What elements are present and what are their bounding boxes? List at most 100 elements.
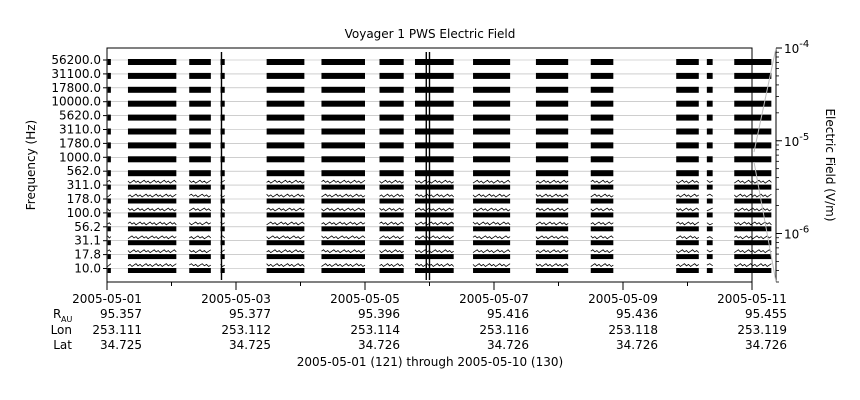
data-bar bbox=[590, 156, 614, 163]
data-bar bbox=[535, 114, 569, 121]
data-bar bbox=[706, 184, 713, 190]
data-bar bbox=[676, 86, 699, 93]
data-bar bbox=[220, 156, 225, 163]
noise-trace bbox=[472, 179, 511, 184]
colorbar-tick-label: 10-4 bbox=[784, 39, 809, 56]
data-bar bbox=[220, 170, 225, 177]
ephem-value-lon: 253.114 bbox=[350, 323, 400, 337]
data-bar bbox=[473, 100, 511, 107]
ephem-r-sublabel: AU bbox=[61, 315, 72, 324]
ephem-value-lat: 34.725 bbox=[229, 338, 271, 352]
data-bar bbox=[107, 59, 111, 65]
data-bar bbox=[676, 156, 699, 163]
ephem-value-lat: 34.726 bbox=[487, 338, 529, 352]
data-bar bbox=[189, 212, 211, 218]
data-bar bbox=[734, 184, 772, 190]
noise-trace bbox=[590, 193, 614, 198]
ephemeris-values: 95.357 95.377 95.396 95.416 95.436 95.455 253.… bbox=[92, 307, 787, 352]
noise-trace bbox=[321, 221, 366, 226]
data-bar bbox=[107, 198, 111, 204]
data-bar bbox=[473, 114, 511, 121]
ephem-value-r_au: 95.455 bbox=[745, 307, 787, 321]
noise-trace bbox=[675, 263, 700, 268]
data-bar bbox=[473, 212, 511, 218]
noise-trace bbox=[266, 193, 305, 198]
noise-trace bbox=[379, 235, 404, 240]
ephem-lat-label: Lat bbox=[53, 338, 72, 352]
noise-trace bbox=[472, 263, 511, 268]
data-bar bbox=[473, 170, 511, 177]
ephem-r-label: R bbox=[53, 307, 61, 321]
data-bar bbox=[379, 72, 404, 79]
noise-trace bbox=[535, 263, 569, 268]
colorbar-connector-top bbox=[753, 47, 777, 153]
data-bar bbox=[590, 59, 614, 65]
data-bar bbox=[379, 156, 404, 163]
data-bar bbox=[706, 72, 713, 79]
ephem-value-lat: 34.725 bbox=[100, 338, 142, 352]
data-bar bbox=[414, 86, 454, 93]
noise-trace bbox=[107, 179, 112, 183]
data-bar bbox=[590, 240, 614, 246]
y-tick-label: 1780.0 bbox=[59, 136, 101, 150]
noise-trace bbox=[414, 221, 454, 226]
y-tick-label: 311.0 bbox=[67, 178, 101, 192]
data-bar bbox=[107, 142, 111, 149]
data-bar bbox=[107, 114, 111, 121]
noise-trace bbox=[675, 207, 700, 212]
data-bar bbox=[127, 128, 177, 135]
noise-trace bbox=[535, 221, 569, 226]
data-bar bbox=[127, 254, 177, 260]
noise-trace bbox=[379, 179, 404, 184]
noise-trace bbox=[107, 193, 112, 198]
data-bar bbox=[266, 142, 305, 149]
data-bar bbox=[676, 268, 699, 273]
noise-trace bbox=[266, 263, 305, 268]
data-bar bbox=[706, 59, 713, 65]
data-bar bbox=[706, 240, 713, 246]
data-bar bbox=[590, 86, 614, 93]
data-bar bbox=[706, 100, 713, 107]
data-bar bbox=[535, 142, 569, 149]
noise-trace bbox=[675, 221, 700, 226]
data-bar bbox=[379, 59, 404, 65]
y-tick-label: 56.2 bbox=[74, 220, 101, 234]
data-bar bbox=[379, 240, 404, 246]
data-bar bbox=[107, 212, 111, 218]
data-bar bbox=[266, 254, 305, 260]
data-bar bbox=[189, 254, 211, 260]
data-bar bbox=[379, 100, 404, 107]
noise-trace bbox=[127, 249, 177, 254]
noise-trace bbox=[734, 235, 772, 240]
data-bar bbox=[321, 240, 365, 246]
noise-trace bbox=[379, 263, 404, 268]
noise-trace bbox=[379, 193, 404, 198]
data-bar bbox=[189, 184, 211, 190]
data-bar bbox=[473, 128, 511, 135]
data-bar bbox=[379, 170, 404, 177]
data-bar bbox=[734, 72, 772, 79]
data-bar bbox=[535, 59, 569, 65]
colorbar-label: Electric Field (V/m) bbox=[823, 108, 837, 221]
data-bar bbox=[676, 226, 699, 232]
data-bar bbox=[127, 226, 177, 232]
y-tick-label: 56200.0 bbox=[51, 53, 101, 67]
data-bar bbox=[706, 212, 713, 218]
noise-trace bbox=[472, 249, 511, 254]
noise-trace bbox=[379, 221, 404, 226]
noise-trace bbox=[706, 193, 713, 197]
noise-trace bbox=[535, 193, 569, 198]
noise-trace bbox=[266, 207, 305, 212]
data-bar bbox=[189, 198, 211, 204]
data-bar bbox=[414, 254, 454, 260]
data-bar bbox=[220, 268, 225, 273]
noise-trace bbox=[127, 263, 177, 268]
data-bar bbox=[590, 170, 614, 177]
y-tick-label: 31100.0 bbox=[51, 67, 101, 81]
data-bar bbox=[220, 184, 225, 190]
data-bar bbox=[706, 170, 713, 177]
data-bar bbox=[379, 268, 404, 273]
data-bar bbox=[473, 142, 511, 149]
ephem-value-lat: 34.726 bbox=[745, 338, 787, 352]
